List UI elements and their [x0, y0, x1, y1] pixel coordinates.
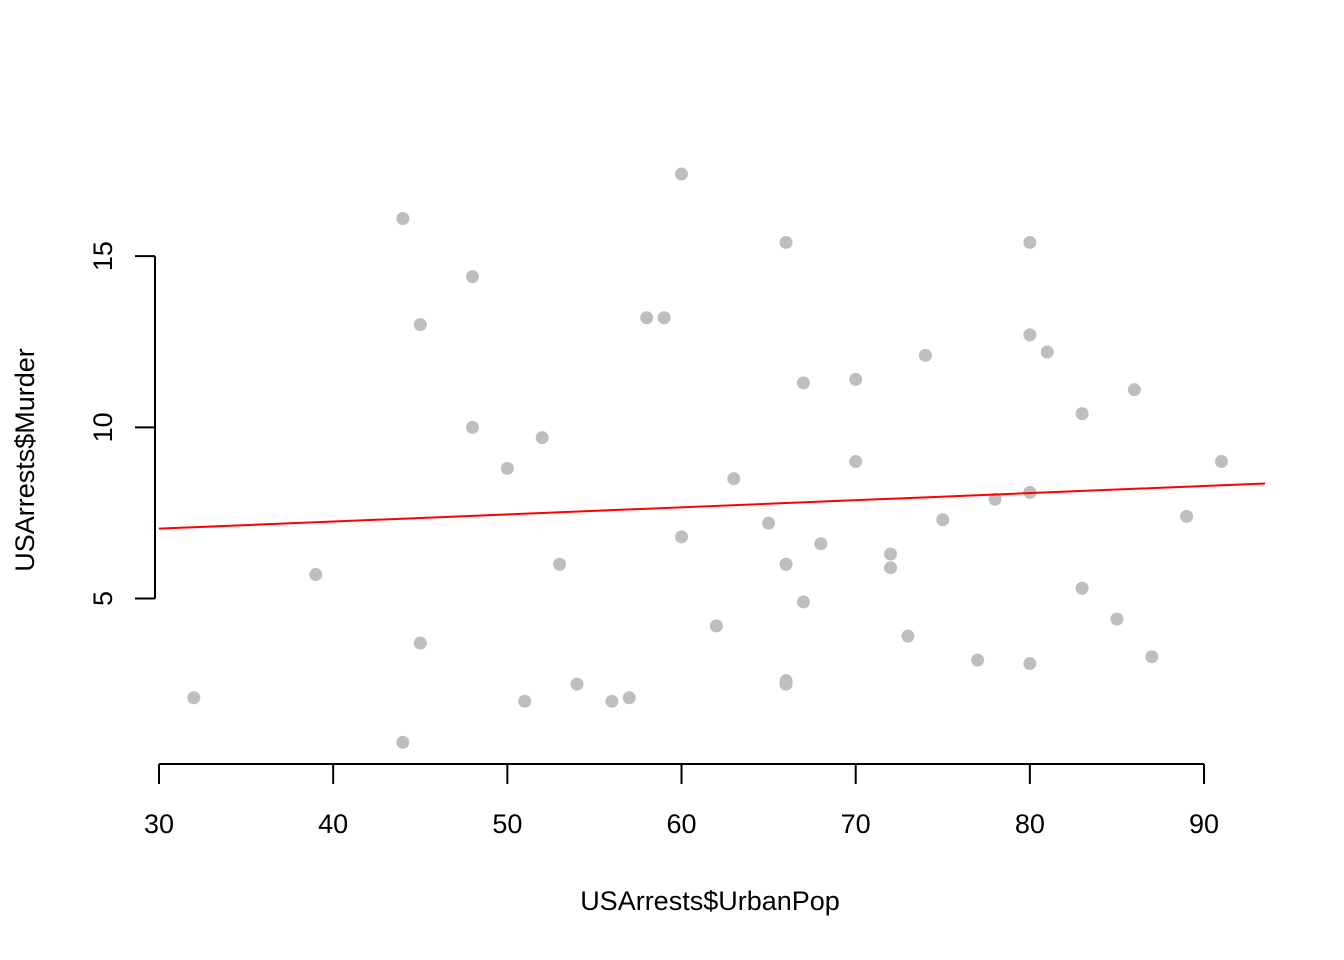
data-point-13	[570, 677, 584, 691]
data-point-46	[1110, 612, 1124, 626]
y-tick-label-10: 10	[88, 412, 118, 442]
data-point-40	[1023, 328, 1037, 342]
data-point-47	[1127, 383, 1141, 397]
data-point-26	[779, 677, 793, 691]
data-point-27	[796, 376, 810, 390]
data-point-2	[309, 568, 323, 582]
regression-line	[158, 482, 1266, 530]
x-axis: 30 40 50 60 70 80 90	[144, 763, 1219, 839]
data-point-1	[187, 691, 201, 705]
y-axis-title: USArrests$Murder	[10, 348, 40, 572]
data-point-34	[901, 629, 915, 643]
data-point-5	[413, 318, 427, 332]
x-tick-label-70: 70	[841, 809, 871, 839]
data-point-3	[396, 211, 410, 225]
data-point-8	[466, 420, 480, 434]
x-tick-label-90: 90	[1189, 809, 1219, 839]
data-point-33	[884, 561, 898, 575]
data-point-18	[675, 167, 689, 181]
x-tick-label-30: 30	[144, 809, 174, 839]
y-tick-label-15: 15	[88, 241, 118, 271]
data-point-7	[466, 270, 480, 284]
data-point-10	[518, 694, 532, 708]
data-point-30	[849, 372, 863, 386]
data-point-11	[535, 431, 549, 445]
data-point-29	[814, 537, 828, 551]
data-point-31	[849, 455, 863, 469]
data-point-49	[1180, 509, 1194, 523]
data-point-6	[413, 636, 427, 650]
data-point-37	[971, 653, 985, 667]
data-point-17	[657, 311, 671, 325]
x-tick-label-60: 60	[666, 809, 696, 839]
x-tick-label-40: 40	[318, 809, 348, 839]
data-point-43	[1040, 345, 1054, 359]
data-point-23	[779, 235, 793, 249]
data-point-9	[500, 461, 514, 475]
data-point-44	[1075, 407, 1089, 421]
data-point-28	[796, 595, 810, 609]
data-point-35	[918, 348, 932, 362]
data-point-39	[1023, 235, 1037, 249]
data-point-21	[727, 472, 741, 486]
x-tick-label-50: 50	[492, 809, 522, 839]
points-layer	[187, 167, 1228, 749]
data-point-19	[675, 530, 689, 544]
data-point-20	[709, 619, 723, 633]
x-tick-label-80: 80	[1015, 809, 1045, 839]
data-point-12	[553, 557, 567, 571]
data-point-48	[1145, 650, 1159, 664]
data-point-32	[884, 547, 898, 561]
y-axis: 5 10 15	[88, 241, 156, 606]
data-point-16	[640, 311, 654, 325]
y-tick-label-5: 5	[88, 591, 118, 606]
data-point-4	[396, 735, 410, 749]
data-point-50	[1214, 455, 1228, 469]
data-point-45	[1075, 581, 1089, 595]
data-point-15	[622, 691, 636, 705]
data-point-24	[779, 557, 793, 571]
data-point-22	[762, 516, 776, 530]
data-point-14	[605, 694, 619, 708]
data-point-36	[936, 513, 950, 527]
data-point-38	[988, 492, 1002, 506]
x-axis-title: USArrests$UrbanPop	[580, 886, 840, 916]
data-point-42	[1023, 657, 1037, 671]
